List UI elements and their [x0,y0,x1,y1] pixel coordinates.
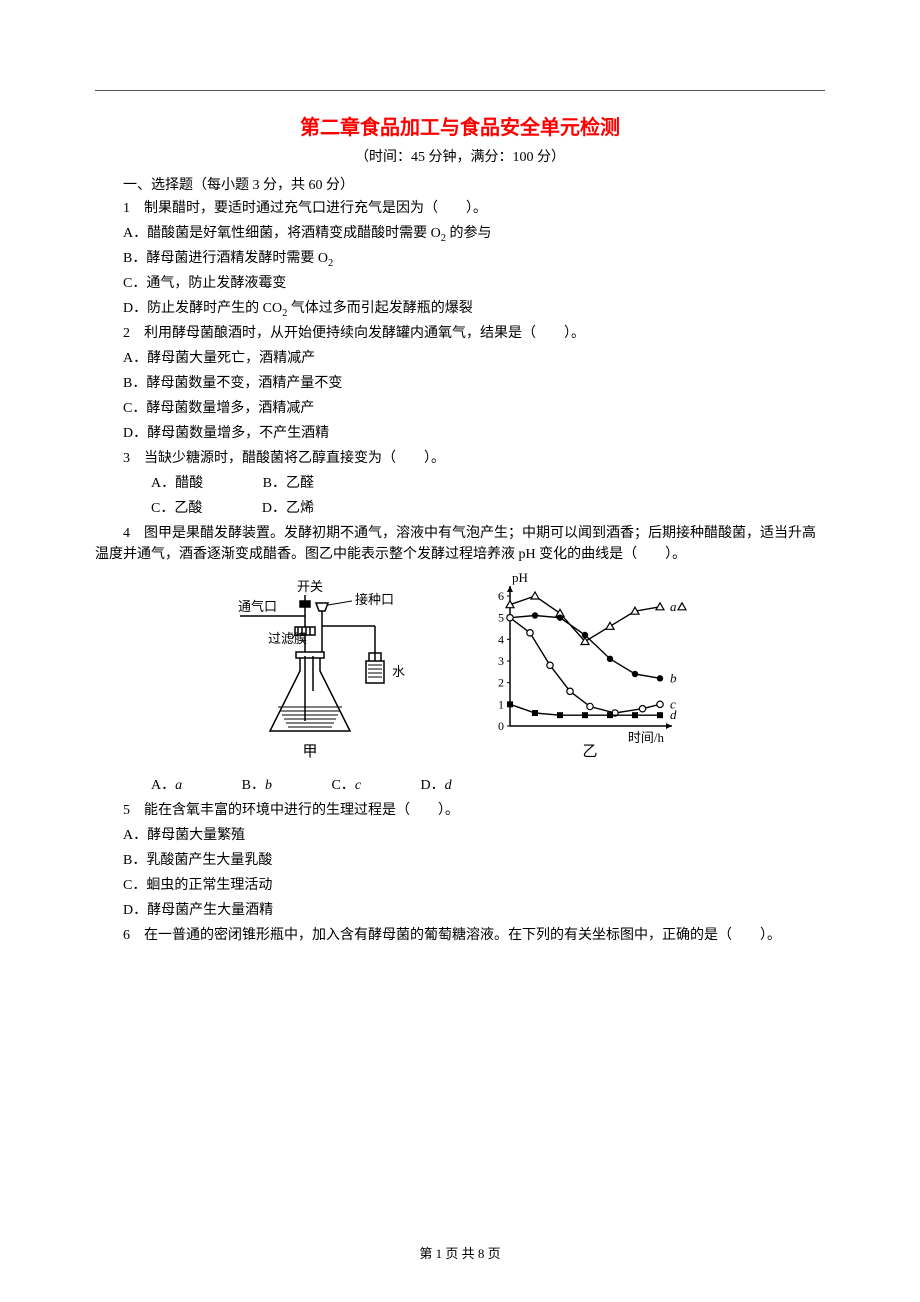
q5-option-c: C．蛔虫的正常生理活动 [95,875,825,896]
q5-option-d: D．酵母菌产生大量酒精 [95,900,825,921]
section-heading: 一、选择题（每小题 3 分，共 60 分） [95,174,825,194]
svg-text:时间/h: 时间/h [628,730,665,745]
q2-option-c: C．酵母菌数量增多，酒精减产 [95,398,825,419]
q6-stem: 6 在一普通的密闭锥形瓶中，加入含有酵母菌的葡萄糖溶液。在下列的有关坐标图中，正… [95,925,825,946]
q2-option-d: D．酵母菌数量增多，不产生酒精 [95,423,825,444]
q1-d-post: 气体过多而引起发酵瓶的爆裂 [287,301,473,316]
subtitle: （时间：45 分钟，满分：100 分） [95,146,825,166]
label-switch: 开关 [297,579,323,594]
q1-d-pre: D．防止发酵时产生的 CO [123,301,282,316]
q1-a-pre: A．醋酸菌是好氧性细菌，将酒精变成醋酸时需要 O [123,226,441,241]
apparatus-jia [240,595,384,731]
figure-svg: 开关 接种口 通气口 过滤膜 水 甲 0123456pH时间/habcd 乙 [210,571,710,771]
q1-b-pre: B．酵母菌进行酒精发酵时需要 O [123,251,328,266]
q4-stem: 4 图甲是果醋发酵装置。发酵初期不通气，溶液中有气泡产生；中期可以闻到酒香；后期… [95,523,825,565]
label-yi: 乙 [582,744,597,760]
q1-option-a: A．醋酸菌是好氧性细菌，将酒精变成醋酸时需要 O2 的参与 [95,223,825,244]
svg-text:6: 6 [498,589,504,603]
label-air-inlet: 通气口 [238,599,277,614]
q4-option-b: B．b [214,775,272,796]
svg-text:0: 0 [498,719,504,733]
top-rule [95,90,825,91]
q2-stem: 2 利用酵母菌酿酒时，从开始便持续向发酵罐内通氧气，结果是（ ）。 [95,323,825,344]
q1-a-post: 的参与 [446,226,492,241]
q3-option-d: D．乙烯 [234,498,314,519]
q3-option-b: B．乙醛 [235,473,314,494]
q3-stem: 3 当缺少糖源时，醋酸菌将乙醇直接变为（ ）。 [95,448,825,469]
label-water: 水 [392,664,405,679]
q5-option-a: A．酵母菌大量繁殖 [95,825,825,846]
q3-option-a: A．醋酸 [123,473,203,494]
svg-text:pH: pH [512,571,528,585]
svg-text:b: b [670,670,677,685]
q5-option-b: B．乳酸菌产生大量乳酸 [95,850,825,871]
label-inoculation: 接种口 [355,592,394,607]
svg-text:3: 3 [498,654,504,668]
page-footer: 第 1 页 共 8 页 [0,1243,920,1262]
q1-option-d: D．防止发酵时产生的 CO2 气体过多而引起发酵瓶的爆裂 [95,298,825,319]
q1-option-b: B．酵母菌进行酒精发酵时需要 O2 [95,248,825,269]
q5-stem: 5 能在含氧丰富的环境中进行的生理过程是（ ）。 [95,800,825,821]
page: 第二章食品加工与食品安全单元检测 （时间：45 分钟，满分：100 分） 一、选… [0,0,920,1302]
q4-option-d: D．d [393,775,452,796]
q2-option-a: A．酵母菌大量死亡，酒精减产 [95,348,825,369]
chart-yi: 0123456pH时间/habcd [498,571,686,745]
figure: 开关 接种口 通气口 过滤膜 水 甲 0123456pH时间/habcd 乙 [95,571,825,771]
svg-text:2: 2 [498,676,504,690]
svg-text:d: d [670,707,677,722]
q4-option-c: C．c [303,775,361,796]
svg-text:5: 5 [498,611,504,625]
label-filter: 过滤膜 [268,631,307,646]
q3-row2: C．乙酸 D．乙烯 [95,498,825,519]
label-jia: 甲 [302,744,317,760]
page-title: 第二章食品加工与食品安全单元检测 [95,111,825,140]
q1-option-c: C．通气，防止发酵液霉变 [95,273,825,294]
svg-text:4: 4 [498,632,504,646]
svg-text:1: 1 [498,697,504,711]
q3-row1: A．醋酸 B．乙醛 [95,473,825,494]
q1-b-sub: 2 [328,258,333,269]
q1-stem: 1 制果醋时，要适时通过充气口进行充气是因为（ ）。 [95,198,825,219]
q4-option-a: A．a [123,775,182,796]
q3-option-c: C．乙酸 [123,498,202,519]
q2-option-b: B．酵母菌数量不变，酒精产量不变 [95,373,825,394]
q4-options: A．a B．b C．c D．d [95,775,825,796]
svg-text:a: a [670,599,677,614]
